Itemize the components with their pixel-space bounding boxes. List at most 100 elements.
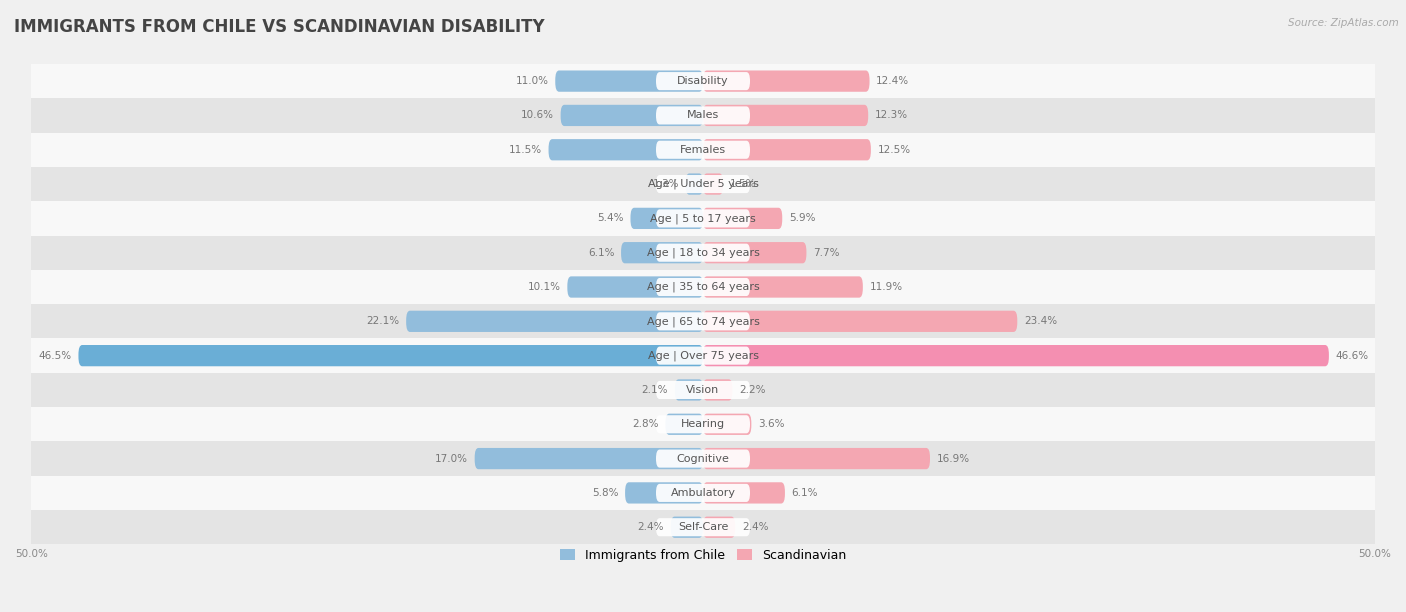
FancyBboxPatch shape bbox=[626, 482, 703, 504]
FancyBboxPatch shape bbox=[630, 207, 703, 229]
Text: 46.5%: 46.5% bbox=[38, 351, 72, 360]
Bar bbox=[31, 476, 1375, 510]
Bar bbox=[31, 99, 1375, 133]
FancyBboxPatch shape bbox=[703, 414, 751, 435]
Text: 2.4%: 2.4% bbox=[637, 522, 664, 532]
Text: 5.9%: 5.9% bbox=[789, 214, 815, 223]
FancyBboxPatch shape bbox=[406, 311, 703, 332]
FancyBboxPatch shape bbox=[671, 517, 703, 538]
FancyBboxPatch shape bbox=[703, 173, 723, 195]
Bar bbox=[31, 270, 1375, 304]
FancyBboxPatch shape bbox=[548, 139, 703, 160]
FancyBboxPatch shape bbox=[703, 277, 863, 297]
Text: 6.1%: 6.1% bbox=[792, 488, 818, 498]
FancyBboxPatch shape bbox=[657, 72, 749, 90]
Bar bbox=[31, 64, 1375, 99]
Text: Hearing: Hearing bbox=[681, 419, 725, 429]
FancyBboxPatch shape bbox=[657, 141, 749, 159]
FancyBboxPatch shape bbox=[657, 381, 749, 399]
Text: 2.8%: 2.8% bbox=[633, 419, 658, 429]
FancyBboxPatch shape bbox=[703, 517, 735, 538]
Text: 46.6%: 46.6% bbox=[1336, 351, 1368, 360]
Bar bbox=[31, 236, 1375, 270]
FancyBboxPatch shape bbox=[657, 518, 749, 536]
Text: 2.4%: 2.4% bbox=[742, 522, 769, 532]
Text: 6.1%: 6.1% bbox=[588, 248, 614, 258]
Text: 7.7%: 7.7% bbox=[813, 248, 839, 258]
FancyBboxPatch shape bbox=[568, 277, 703, 297]
FancyBboxPatch shape bbox=[657, 209, 749, 228]
Text: Cognitive: Cognitive bbox=[676, 453, 730, 463]
FancyBboxPatch shape bbox=[703, 242, 807, 263]
Text: 10.6%: 10.6% bbox=[520, 110, 554, 121]
FancyBboxPatch shape bbox=[703, 345, 1329, 366]
Text: Source: ZipAtlas.com: Source: ZipAtlas.com bbox=[1288, 18, 1399, 28]
Text: 2.1%: 2.1% bbox=[641, 385, 668, 395]
Text: Age | 35 to 64 years: Age | 35 to 64 years bbox=[647, 282, 759, 293]
Text: 1.5%: 1.5% bbox=[730, 179, 756, 189]
FancyBboxPatch shape bbox=[703, 139, 870, 160]
FancyBboxPatch shape bbox=[561, 105, 703, 126]
FancyBboxPatch shape bbox=[475, 448, 703, 469]
FancyBboxPatch shape bbox=[703, 207, 782, 229]
Text: Age | 18 to 34 years: Age | 18 to 34 years bbox=[647, 247, 759, 258]
FancyBboxPatch shape bbox=[657, 106, 749, 124]
FancyBboxPatch shape bbox=[621, 242, 703, 263]
Text: 10.1%: 10.1% bbox=[527, 282, 561, 292]
FancyBboxPatch shape bbox=[703, 70, 869, 92]
Text: Age | Under 5 years: Age | Under 5 years bbox=[648, 179, 758, 189]
FancyBboxPatch shape bbox=[657, 346, 749, 365]
Text: Disability: Disability bbox=[678, 76, 728, 86]
Text: 11.5%: 11.5% bbox=[509, 145, 541, 155]
FancyBboxPatch shape bbox=[703, 311, 1018, 332]
Text: 3.6%: 3.6% bbox=[758, 419, 785, 429]
Bar bbox=[31, 167, 1375, 201]
FancyBboxPatch shape bbox=[657, 450, 749, 468]
Bar bbox=[31, 201, 1375, 236]
Bar bbox=[31, 304, 1375, 338]
FancyBboxPatch shape bbox=[703, 448, 929, 469]
Bar bbox=[31, 510, 1375, 545]
FancyBboxPatch shape bbox=[665, 414, 703, 435]
Text: 11.9%: 11.9% bbox=[869, 282, 903, 292]
FancyBboxPatch shape bbox=[657, 175, 749, 193]
Text: Vision: Vision bbox=[686, 385, 720, 395]
Text: Age | Over 75 years: Age | Over 75 years bbox=[648, 351, 758, 361]
FancyBboxPatch shape bbox=[657, 484, 749, 502]
Text: Age | 65 to 74 years: Age | 65 to 74 years bbox=[647, 316, 759, 327]
FancyBboxPatch shape bbox=[703, 105, 868, 126]
Bar bbox=[31, 441, 1375, 476]
Text: 5.4%: 5.4% bbox=[598, 214, 624, 223]
Text: 12.3%: 12.3% bbox=[875, 110, 908, 121]
Text: Females: Females bbox=[681, 145, 725, 155]
Text: 11.0%: 11.0% bbox=[516, 76, 548, 86]
Text: 22.1%: 22.1% bbox=[367, 316, 399, 326]
FancyBboxPatch shape bbox=[703, 482, 785, 504]
FancyBboxPatch shape bbox=[675, 379, 703, 401]
Bar bbox=[31, 407, 1375, 441]
Text: Self-Care: Self-Care bbox=[678, 522, 728, 532]
FancyBboxPatch shape bbox=[686, 173, 703, 195]
FancyBboxPatch shape bbox=[657, 244, 749, 262]
Text: 23.4%: 23.4% bbox=[1024, 316, 1057, 326]
FancyBboxPatch shape bbox=[555, 70, 703, 92]
Text: 12.5%: 12.5% bbox=[877, 145, 911, 155]
Bar bbox=[31, 338, 1375, 373]
Text: Age | 5 to 17 years: Age | 5 to 17 years bbox=[650, 213, 756, 223]
Text: 5.8%: 5.8% bbox=[592, 488, 619, 498]
FancyBboxPatch shape bbox=[79, 345, 703, 366]
Text: 17.0%: 17.0% bbox=[434, 453, 468, 463]
Text: 1.3%: 1.3% bbox=[652, 179, 679, 189]
Text: Males: Males bbox=[688, 110, 718, 121]
FancyBboxPatch shape bbox=[703, 379, 733, 401]
FancyBboxPatch shape bbox=[657, 415, 749, 433]
FancyBboxPatch shape bbox=[657, 278, 749, 296]
Text: IMMIGRANTS FROM CHILE VS SCANDINAVIAN DISABILITY: IMMIGRANTS FROM CHILE VS SCANDINAVIAN DI… bbox=[14, 18, 544, 36]
Text: Ambulatory: Ambulatory bbox=[671, 488, 735, 498]
Text: 16.9%: 16.9% bbox=[936, 453, 970, 463]
Text: 2.2%: 2.2% bbox=[740, 385, 766, 395]
Legend: Immigrants from Chile, Scandinavian: Immigrants from Chile, Scandinavian bbox=[554, 544, 852, 567]
Bar bbox=[31, 133, 1375, 167]
Bar bbox=[31, 373, 1375, 407]
FancyBboxPatch shape bbox=[657, 312, 749, 330]
